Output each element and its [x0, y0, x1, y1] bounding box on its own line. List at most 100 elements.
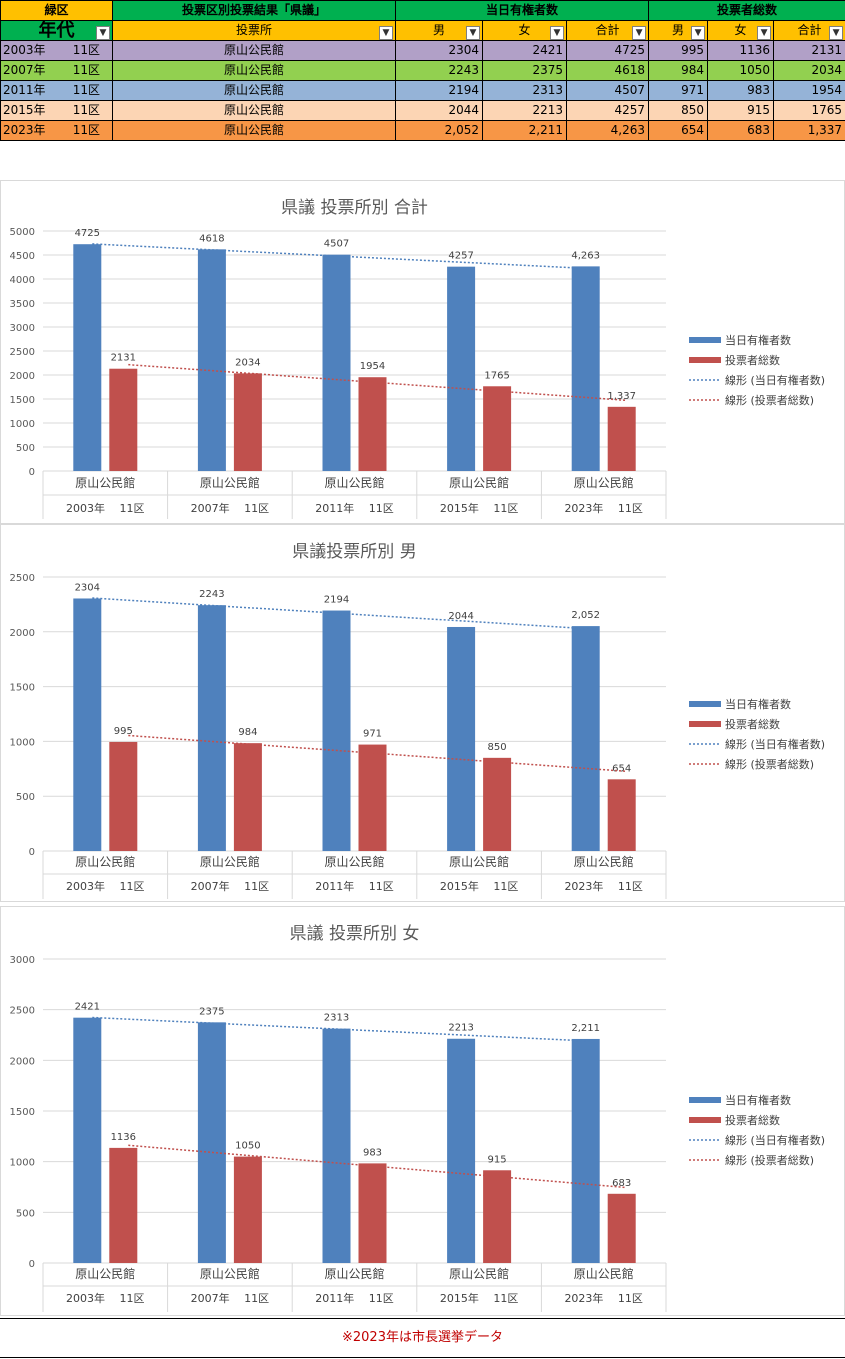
v_t-cell[interactable]: 1954 — [773, 80, 845, 101]
category-label: 原山公民館 — [75, 854, 135, 869]
voters-male-header[interactable]: 男 ▼ — [648, 20, 709, 41]
eligible-header-cell[interactable]: 当日有権者数 — [394, 0, 650, 21]
place-cell[interactable]: 原山公民館 — [112, 60, 396, 81]
filter-dropdown-icon[interactable]: ▼ — [691, 26, 706, 40]
eligible-total-header[interactable]: 合計 ▼ — [565, 20, 650, 41]
bar-voters — [607, 1193, 636, 1263]
e_t-cell[interactable]: 4725 — [565, 40, 650, 61]
chart-female-svg: 県議 投票所別 女 0 500 1000 1500 2000 2500 3000 原山公民館 20… — [10, 924, 825, 1312]
v_f-cell[interactable]: 1050 — [707, 60, 775, 81]
e_t-cell[interactable]: 4257 — [565, 100, 650, 121]
bar-eligible — [322, 1028, 351, 1263]
group-label: 2007年 11区 — [191, 1291, 270, 1305]
filter-dropdown-icon[interactable]: ▼ — [550, 26, 564, 40]
v_f-cell[interactable]: 1136 — [707, 40, 775, 61]
bar-eligible — [73, 1017, 102, 1263]
legend-swatch — [689, 1097, 721, 1103]
data-label: 984 — [238, 727, 257, 738]
group-label: 2015年 11区 — [440, 879, 519, 893]
v_m-cell[interactable]: 850 — [648, 100, 709, 121]
data-label: 2,211 — [571, 1023, 600, 1034]
v_m-cell[interactable]: 654 — [648, 120, 709, 141]
category-label: 原山公民館 — [574, 854, 634, 869]
e_m-cell[interactable]: 2,052 — [395, 120, 483, 141]
filter-dropdown-icon[interactable]: ▼ — [829, 26, 844, 40]
filter-active-icon[interactable]: ▼ — [379, 26, 393, 40]
chart-total[interactable]: 県議 投票所別 合計 0 500 1000 1500 2000 2500 3000 3500 40… — [0, 180, 845, 524]
female-label: 女 — [518, 23, 531, 37]
bar-voters — [109, 741, 138, 851]
year-label: 2023年 — [3, 123, 46, 137]
area-cell[interactable]: 緑区 — [0, 0, 113, 21]
e_f-cell[interactable]: 2313 — [482, 80, 567, 101]
legend-label: 当日有権者数 — [725, 333, 791, 347]
voters-header-cell[interactable]: 投票者総数 — [648, 0, 845, 21]
e_m-cell[interactable]: 2194 — [395, 80, 483, 101]
chart-female[interactable]: 県議 投票所別 女 0 500 1000 1500 2000 2500 3000 原山公民館 20… — [0, 906, 845, 1316]
year-cell[interactable]: 2007年 11区 — [0, 60, 113, 81]
bar-eligible — [73, 598, 102, 851]
place-cell[interactable]: 原山公民館 — [112, 120, 396, 141]
data-label: 654 — [612, 763, 631, 774]
group-label: 2015年 11区 — [440, 1291, 519, 1305]
voters-total-header[interactable]: 合計 ▼ — [773, 20, 845, 41]
year-cell[interactable]: 2003年 11区 — [0, 40, 113, 61]
y-tick-label: 1500 — [10, 395, 35, 406]
v_t-cell[interactable]: 1,337 — [773, 120, 845, 141]
v_f-cell[interactable]: 915 — [707, 100, 775, 121]
e_m-cell[interactable]: 2243 — [395, 60, 483, 81]
chart-male[interactable]: 県議投票所別 男 0 500 1000 1500 2000 2500 原山公民館 2003年 1… — [0, 524, 845, 902]
filter-dropdown-icon[interactable]: ▼ — [466, 26, 480, 40]
y-tick-label: 3000 — [10, 323, 35, 334]
data-label: 4,263 — [571, 250, 600, 261]
filter-dropdown-icon[interactable]: ▼ — [632, 26, 647, 40]
v_t-cell[interactable]: 2131 — [773, 40, 845, 61]
category-label: 原山公民館 — [75, 1266, 135, 1281]
place-header-cell[interactable]: 投票所 ▼ — [112, 20, 396, 41]
category-label: 原山公民館 — [449, 854, 509, 869]
place-cell[interactable]: 原山公民館 — [112, 40, 396, 61]
female-label: 女 — [734, 23, 747, 37]
eligible-male-header[interactable]: 男 ▼ — [395, 20, 483, 41]
data-label: 4257 — [448, 251, 473, 262]
eligible-female-header[interactable]: 女 ▼ — [482, 20, 567, 41]
v_f-cell[interactable]: 683 — [707, 120, 775, 141]
y-tick-label: 500 — [16, 443, 35, 454]
trendline-eligible — [92, 243, 590, 270]
e_t-cell[interactable]: 4507 — [565, 80, 650, 101]
nendai-header-cell[interactable]: 年代 ▼ — [0, 20, 113, 41]
filter-dropdown-icon[interactable]: ▼ — [96, 26, 110, 40]
legend-label: 投票者総数 — [725, 353, 780, 367]
place-cell[interactable]: 原山公民館 — [112, 80, 396, 101]
e_f-cell[interactable]: 2,211 — [482, 120, 567, 141]
v_m-cell[interactable]: 984 — [648, 60, 709, 81]
bar-voters — [109, 1147, 138, 1263]
y-tick-label: 2500 — [10, 347, 35, 358]
place-label: 投票所 — [235, 23, 272, 37]
v_m-cell[interactable]: 995 — [648, 40, 709, 61]
v_t-cell[interactable]: 1765 — [773, 100, 845, 121]
e_f-cell[interactable]: 2421 — [482, 40, 567, 61]
legend-label: 線形 (投票者総数) — [725, 1153, 814, 1167]
y-tick-label: 2000 — [10, 628, 35, 639]
data-label: 2304 — [75, 582, 100, 593]
e_m-cell[interactable]: 2044 — [395, 100, 483, 121]
e_t-cell[interactable]: 4,263 — [565, 120, 650, 141]
v_f-cell[interactable]: 983 — [707, 80, 775, 101]
filter-dropdown-icon[interactable]: ▼ — [757, 26, 772, 40]
e_f-cell[interactable]: 2375 — [482, 60, 567, 81]
table-title-cell[interactable]: 投票区別投票結果「県議」 — [112, 0, 396, 21]
voters-female-header[interactable]: 女 ▼ — [707, 20, 775, 41]
place-cell[interactable]: 原山公民館 — [112, 100, 396, 121]
year-cell[interactable]: 2011年 11区 — [0, 80, 113, 101]
v_t-cell[interactable]: 2034 — [773, 60, 845, 81]
district-label: 11区 — [72, 123, 100, 137]
category-label: 原山公民館 — [574, 1266, 634, 1281]
e_m-cell[interactable]: 2304 — [395, 40, 483, 61]
year-cell[interactable]: 2023年 11区 — [0, 120, 113, 141]
chart-male-svg: 県議投票所別 男 0 500 1000 1500 2000 2500 原山公民館 2003年 1… — [10, 542, 825, 899]
v_m-cell[interactable]: 971 — [648, 80, 709, 101]
year-cell[interactable]: 2015年 11区 — [0, 100, 113, 121]
e_f-cell[interactable]: 2213 — [482, 100, 567, 121]
e_t-cell[interactable]: 4618 — [565, 60, 650, 81]
